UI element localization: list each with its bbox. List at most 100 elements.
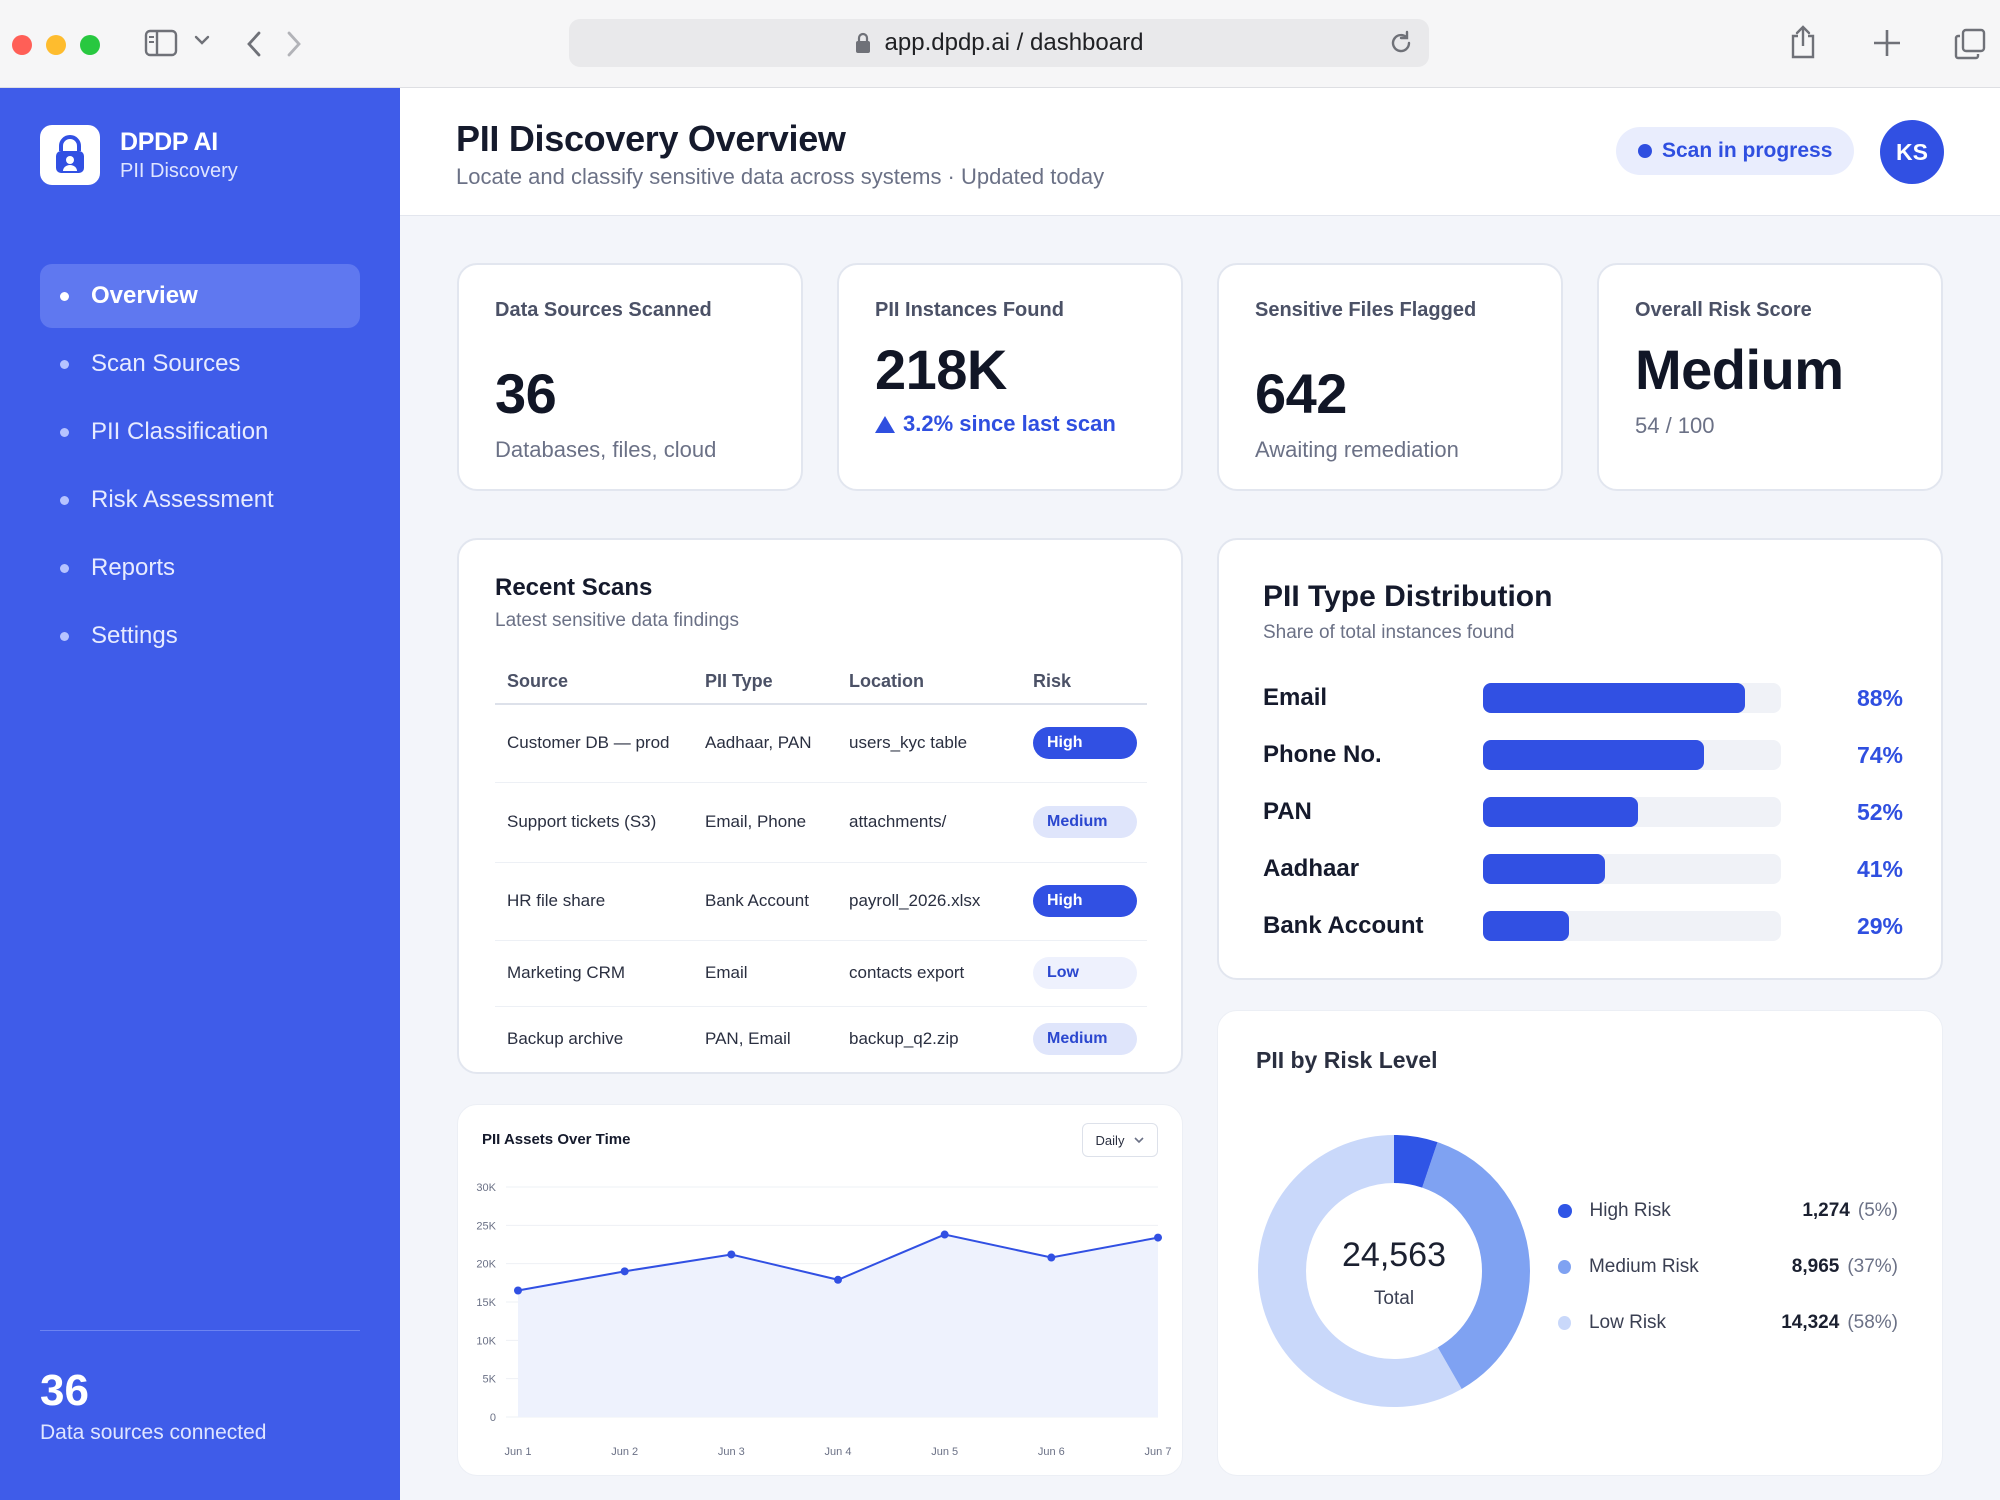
- page-subtitle: Locate and classify sensitive data acros…: [456, 164, 1105, 189]
- pii-risk-level-card: PII by Risk Level 24,563 Total High Risk…: [1217, 1010, 1943, 1476]
- y-tick-label: 30K: [476, 1182, 496, 1194]
- y-tick-label: 0: [490, 1412, 496, 1424]
- legend-item-low-risk[interactable]: Low Risk 14,324 (58%): [1558, 1308, 1898, 1338]
- browser-toolbar: app.dpdp.ai / dashboard: [0, 0, 2000, 88]
- distribution-subtitle: Share of total instances found: [1263, 622, 1515, 643]
- sidebar-toggle-icon[interactable]: [144, 28, 178, 58]
- legend-label: Medium Risk: [1588, 1256, 1699, 1277]
- minimize-window-button[interactable]: [46, 35, 66, 55]
- brand[interactable]: DPDP AI PII Discovery: [40, 125, 238, 185]
- sidebar-item-risk-assessment[interactable]: Risk Assessment: [40, 468, 360, 532]
- chevron-down-icon: [1134, 1136, 1145, 1144]
- stat-note: Databases, files, cloud: [495, 437, 717, 462]
- avatar[interactable]: KS: [1880, 120, 1944, 184]
- distribution-track: [1483, 797, 1781, 827]
- table-row[interactable]: Support tickets (S3) Email, Phone attach…: [495, 782, 1147, 863]
- legend-swatch: [1558, 1204, 1572, 1218]
- bullet-icon: [60, 359, 69, 369]
- data-point: [620, 1267, 629, 1276]
- table-row[interactable]: Marketing CRM Email contacts export Low: [495, 940, 1147, 1007]
- recent-scans-subtitle: Latest sensitive data findings: [495, 610, 739, 631]
- sidebar-item-pii-classification[interactable]: PII Classification: [40, 400, 360, 464]
- period-select[interactable]: Daily: [1082, 1123, 1158, 1157]
- table-row[interactable]: Customer DB — prod Aadhaar, PAN users_ky…: [495, 704, 1147, 783]
- new-tab-icon[interactable]: [1872, 28, 1902, 58]
- bullet-icon: [60, 631, 69, 641]
- distribution-label: Email: [1263, 684, 1328, 711]
- column-header[interactable]: Source: [495, 660, 693, 705]
- distribution-percent: 29%: [1856, 912, 1903, 939]
- sidebar: DPDP AI PII Discovery Overview Scan Sour…: [0, 88, 400, 1500]
- sidebar-item-reports[interactable]: Reports: [40, 536, 360, 600]
- table-row[interactable]: Backup archive PAN, Email backup_q2.zip …: [495, 1006, 1147, 1072]
- legend-item-high-risk[interactable]: High Risk 1,274 (5%): [1558, 1196, 1898, 1226]
- brand-name: DPDP AI: [120, 127, 218, 156]
- distribution-percent: 74%: [1856, 741, 1903, 768]
- column-header[interactable]: PII Type: [693, 660, 837, 705]
- address-bar[interactable]: app.dpdp.ai / dashboard: [569, 19, 1429, 67]
- share-icon[interactable]: [1788, 24, 1818, 60]
- column-header[interactable]: Location: [837, 660, 1021, 705]
- status-dot-icon: [1638, 144, 1652, 158]
- stat-card-pii-instances: PII Instances Found 218K 3.2% since last…: [837, 263, 1183, 491]
- stat-card-data-sources: Data Sources Scanned 36 Databases, files…: [457, 263, 803, 491]
- legend-item-medium-risk[interactable]: Medium Risk 8,965 (37%): [1558, 1252, 1898, 1282]
- cell-risk: Low: [1021, 940, 1147, 1007]
- page-header: PII Discovery Overview Locate and classi…: [400, 88, 2000, 216]
- sidebar-item-overview[interactable]: Overview: [40, 264, 360, 328]
- reload-icon[interactable]: [1387, 29, 1415, 64]
- chevron-down-icon[interactable]: [194, 34, 210, 46]
- sidebar-item-settings[interactable]: Settings: [40, 604, 360, 668]
- scan-status-text: Scan in progress: [1662, 139, 1833, 162]
- sidebar-item-label: Settings: [91, 622, 178, 649]
- maximize-window-button[interactable]: [80, 35, 100, 55]
- bullet-icon: [60, 427, 69, 437]
- bullet-icon: [60, 563, 69, 573]
- x-tick-label: Jun 3: [718, 1446, 745, 1458]
- distribution-row[interactable]: PAN 52%: [1263, 792, 1903, 832]
- recent-scans-table: Source PII Type Location Risk Customer D…: [495, 660, 1147, 1072]
- distribution-bar: [1483, 797, 1638, 827]
- scan-status-badge[interactable]: Scan in progress: [1616, 127, 1855, 175]
- distribution-row[interactable]: Bank Account 29%: [1263, 906, 1903, 946]
- cell-pii-type: Email, Phone: [693, 782, 837, 863]
- tab-overview-icon[interactable]: [1954, 28, 1986, 60]
- risk-chart-title: PII by Risk Level: [1256, 1047, 1438, 1073]
- column-header[interactable]: Risk: [1021, 660, 1147, 705]
- cell-source: Backup archive: [507, 1029, 624, 1049]
- stat-trend: 3.2% since last scan: [875, 411, 1116, 437]
- distribution-row[interactable]: Aadhaar 41%: [1263, 849, 1903, 889]
- x-tick-label: Jun 2: [611, 1446, 638, 1458]
- stat-note: 54 / 100: [1635, 413, 1715, 438]
- x-tick-label: Jun 1: [505, 1446, 532, 1458]
- legend-label: Low Risk: [1588, 1312, 1667, 1333]
- forward-arrow-icon[interactable]: [286, 30, 302, 58]
- y-tick-label: 15K: [476, 1297, 496, 1309]
- sidebar-item-label: Reports: [91, 554, 176, 581]
- pii-risk-donut-chart: 24,563 Total: [1258, 1135, 1530, 1407]
- legend-swatch: [1558, 1316, 1571, 1330]
- distribution-row[interactable]: Phone No. 74%: [1263, 735, 1903, 775]
- data-point: [727, 1250, 736, 1259]
- distribution-row[interactable]: Email 88%: [1263, 678, 1903, 718]
- sidebar-item-label: Scan Sources: [91, 350, 241, 377]
- close-window-button[interactable]: [12, 35, 32, 55]
- sidebar-item-scan-sources[interactable]: Scan Sources: [40, 332, 360, 396]
- table-row[interactable]: HR file share Bank Account payroll_2026.…: [495, 862, 1147, 941]
- x-tick-label: Jun 4: [825, 1446, 852, 1458]
- stat-value: 218K: [875, 338, 1007, 401]
- bullet-icon: [60, 291, 69, 301]
- stat-label: PII Instances Found: [875, 299, 1064, 321]
- risk-badge: Medium: [1033, 1023, 1137, 1056]
- distribution-bar: [1483, 683, 1746, 713]
- recent-scans-card: Recent Scans Latest sensitive data findi…: [457, 538, 1183, 1074]
- legend-percent: (58%): [1847, 1312, 1899, 1333]
- x-tick-label: Jun 6: [1038, 1446, 1065, 1458]
- lock-icon: [855, 32, 871, 54]
- risk-badge: High: [1033, 727, 1137, 760]
- back-arrow-icon[interactable]: [246, 30, 262, 58]
- distribution-title: PII Type Distribution: [1263, 580, 1553, 613]
- cell-location: users_kyc table: [837, 704, 1021, 783]
- cell-pii-type: Aadhaar, PAN: [693, 704, 837, 783]
- distribution-percent: 88%: [1856, 684, 1903, 711]
